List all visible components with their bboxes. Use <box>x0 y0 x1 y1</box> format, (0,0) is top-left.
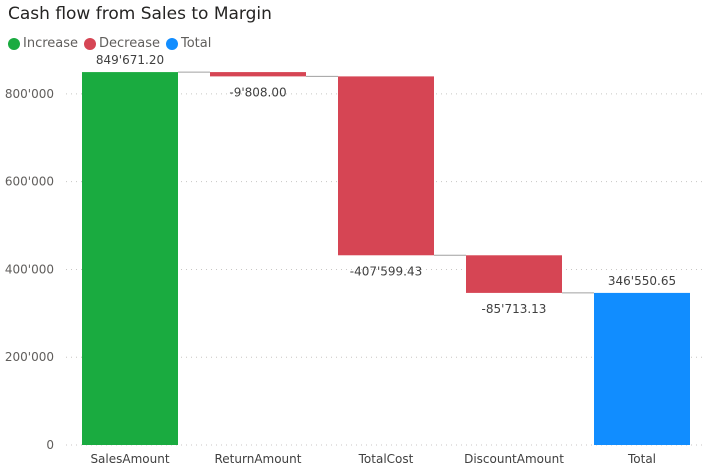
data-label: -85'713.13 <box>482 302 547 316</box>
legend-dot-decrease <box>84 37 97 50</box>
legend-label-total: Total <box>180 36 212 51</box>
y-tick-label: 600'000 <box>5 175 54 189</box>
bar-total <box>594 292 690 445</box>
legend-label-increase: Increase <box>23 36 79 51</box>
x-tick-label: Total <box>627 452 656 466</box>
data-label: -9'808.00 <box>229 85 286 99</box>
bar-discountamount <box>466 255 562 293</box>
legend-label-decrease: Decrease <box>99 36 160 51</box>
x-tick-label: SalesAmount <box>90 452 169 466</box>
x-axis-labels: SalesAmount ReturnAmount TotalCost Discount… <box>90 452 656 466</box>
y-tick-label: 200'000 <box>5 350 54 364</box>
bar-salesamount <box>82 72 178 446</box>
x-tick-label: DiscountAmount <box>464 452 564 466</box>
data-label: 849'671.20 <box>96 53 164 67</box>
y-tick-label: 0 <box>46 438 54 452</box>
legend-item-decrease[interactable]: Decrease <box>84 36 160 51</box>
y-tick-label: 800'000 <box>5 87 54 101</box>
chart-title: Cash flow from Sales to Margin <box>8 4 272 24</box>
x-tick-label: ReturnAmount <box>215 452 302 466</box>
data-label: 346'550.65 <box>608 274 676 288</box>
legend-dot-increase <box>8 37 20 50</box>
x-tick-label: TotalCost <box>358 452 414 466</box>
connectors <box>178 71 594 294</box>
legend-item-increase[interactable]: Increase <box>8 36 78 51</box>
bars <box>82 72 690 446</box>
legend-item-total[interactable]: Total <box>165 36 212 51</box>
y-tick-label: 400'000 <box>5 262 54 276</box>
y-axis-ticks: 0 200'000 400'000 600'000 800'000 <box>5 87 54 452</box>
legend: Increase Decrease Total <box>8 36 217 51</box>
bar-totalcost <box>338 76 434 256</box>
data-label: -407'599.43 <box>350 264 423 278</box>
legend-dot-total <box>165 37 178 50</box>
bar-returnamount <box>210 72 306 77</box>
data-labels: 849'671.20 -9'808.00 -407'599.43 -85'713.13… <box>96 53 676 316</box>
